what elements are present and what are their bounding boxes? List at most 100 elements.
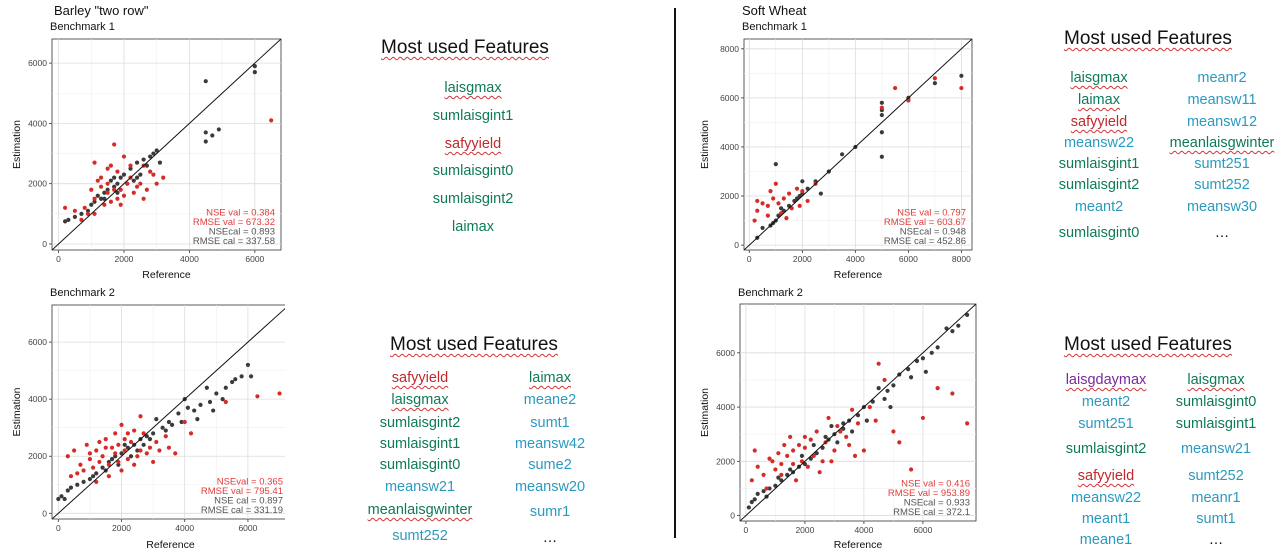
chart-wheat-benchmark-1: Benchmark 1 0 2000 4000 6000 8000 0 2000 4000 600… — [698, 18, 978, 280]
validation-point — [838, 429, 843, 434]
validation-point — [106, 474, 111, 479]
calibration-point — [252, 64, 257, 69]
validation-point — [832, 448, 837, 453]
feature-item: sumlaisgint1 — [433, 108, 514, 124]
y-axis-label: Estimation — [11, 120, 23, 169]
validation-point — [805, 198, 810, 204]
validation-point — [965, 421, 970, 426]
chart-title: Benchmark 1 — [742, 21, 807, 33]
feature-item: sumt1 — [1196, 511, 1236, 527]
calibration-point — [128, 166, 133, 171]
x-tick-label: 4000 — [854, 525, 873, 535]
validation-point — [151, 172, 156, 177]
calibration-point — [62, 219, 68, 224]
feature-label: sumlaisgint1 — [1058, 156, 1140, 172]
feature-item: meanlaisgwinter — [368, 502, 473, 518]
calibration-point — [92, 199, 97, 204]
calibration-point — [59, 494, 64, 499]
validation-point — [776, 201, 781, 206]
calibration-point — [203, 139, 208, 144]
calibration-point — [841, 421, 846, 426]
calibration-point — [879, 112, 884, 118]
y-tick-label: 0 — [730, 511, 735, 521]
calibration-point — [788, 467, 793, 472]
x-tick-label: 6000 — [899, 254, 918, 264]
calibration-point — [829, 423, 834, 429]
features-title-wheat-b2: Most used Features — [1064, 334, 1232, 355]
validation-point — [102, 202, 107, 207]
stat-nse-val: NSE val = 0.416 — [901, 479, 970, 490]
calibration-point — [882, 396, 887, 402]
validation-point — [826, 415, 831, 421]
validation-point — [135, 454, 140, 459]
calibration-point — [935, 345, 940, 350]
validation-point — [755, 464, 760, 469]
feature-label: meansw12 — [1186, 114, 1258, 130]
calibration-point — [144, 434, 149, 439]
calibration-point — [248, 374, 254, 379]
validation-point — [79, 217, 84, 222]
x-tick-label: 4000 — [175, 523, 194, 533]
validation-point — [779, 461, 784, 467]
calibration-point — [220, 397, 225, 402]
stat-nse-val: NSEval = 0.365 — [217, 477, 283, 488]
calibration-point — [195, 417, 200, 422]
stat-nse-cal: NSE cal = 0.897 — [214, 496, 283, 507]
calibration-point — [870, 399, 875, 404]
feature-item: laisgdaymax — [1066, 372, 1147, 388]
validation-point — [157, 448, 162, 453]
calibration-point — [879, 100, 884, 105]
validation-point — [765, 213, 770, 218]
validation-point — [767, 456, 772, 461]
validation-point — [781, 196, 786, 201]
validation-point — [94, 448, 99, 453]
validation-point — [173, 451, 178, 456]
calibration-point — [166, 419, 172, 425]
validation-point — [122, 448, 127, 453]
identity-line — [744, 39, 972, 250]
calibration-point — [914, 358, 920, 364]
validation-point — [154, 181, 159, 186]
validation-point — [144, 451, 149, 456]
validation-point — [132, 428, 137, 433]
calibration-point — [820, 445, 825, 450]
feature-label: … — [542, 530, 558, 546]
calibration-point — [811, 442, 816, 448]
calibration-point — [932, 81, 937, 86]
feature-label: meanr2 — [1197, 70, 1247, 86]
validation-point — [161, 175, 166, 180]
x-axis-label: Reference — [142, 269, 191, 280]
feature-item: laimax — [1078, 92, 1120, 108]
calibration-point — [965, 312, 970, 317]
calibration-point — [119, 451, 124, 456]
feature-label: meansw21 — [1180, 441, 1252, 457]
calibration-point — [239, 374, 244, 379]
validation-point — [141, 196, 146, 201]
calibration-point — [767, 486, 772, 491]
validation-point — [138, 181, 143, 186]
feature-label: meansw21 — [384, 479, 456, 495]
x-tick-label: 2000 — [112, 523, 131, 533]
chart-title: Benchmark 1 — [50, 21, 115, 33]
feature-label: sumt252 — [1194, 177, 1250, 193]
stat-rmse-val: RMSE val = 673.32 — [193, 217, 275, 228]
calibration-point — [118, 175, 123, 180]
x-axis-label: Reference — [834, 269, 883, 280]
validation-point — [112, 187, 117, 192]
validation-point — [97, 459, 102, 465]
feature-item: sumlaisgint0 — [380, 457, 461, 473]
calibration-point — [773, 483, 778, 488]
calibration-point — [115, 181, 120, 186]
calibration-point — [761, 489, 766, 494]
y-axis-label: Estimation — [699, 120, 711, 169]
validation-point — [92, 160, 97, 165]
validation-point — [761, 472, 766, 477]
feature-item: sumlaisgint0 — [1176, 394, 1257, 410]
calibration-point — [760, 225, 765, 231]
validation-point — [773, 181, 778, 186]
validation-point — [113, 451, 118, 456]
calibration-point — [879, 154, 884, 159]
calibration-point — [135, 448, 140, 453]
validation-point — [84, 442, 89, 447]
feature-item: meane2 — [524, 392, 576, 408]
